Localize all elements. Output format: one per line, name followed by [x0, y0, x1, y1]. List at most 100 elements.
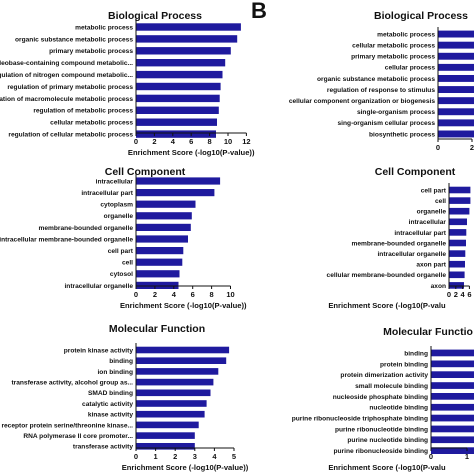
bar — [449, 271, 465, 279]
category-label: purine ribonucleotide binding — [335, 426, 428, 433]
category-label: SMAD binding — [88, 390, 133, 397]
bar — [136, 82, 221, 91]
x-tick-label: 2 — [173, 452, 177, 461]
category-label: cytosol — [110, 271, 133, 278]
category-label: intracellular membrane-bounded organelle — [0, 236, 133, 243]
category-label: regulation of macromolecule metabolic pr… — [0, 96, 133, 103]
category-label: organelle — [417, 209, 447, 216]
bar — [438, 63, 474, 71]
category-label: catalytic activity — [82, 401, 133, 408]
bar — [449, 207, 470, 215]
category-label: regulation of metabolic process — [33, 108, 133, 115]
bar — [431, 393, 474, 400]
bar — [136, 357, 227, 364]
bar — [431, 414, 474, 422]
bar — [136, 443, 195, 450]
category-label: regulation of response to stimulus — [327, 87, 435, 94]
bar — [449, 260, 465, 268]
x-tick-label: 2 — [153, 290, 157, 299]
x-tick-label: 1 — [465, 452, 469, 461]
x-tick-label: 2 — [454, 290, 458, 299]
bar — [438, 97, 474, 105]
category-label: organic substance metabolic process — [317, 76, 435, 83]
bar — [438, 119, 474, 127]
bar — [449, 186, 471, 194]
bar — [136, 223, 191, 231]
chart-title: Cell Component — [105, 166, 186, 178]
category-label: cellular membrane-bounded organelle — [327, 272, 447, 279]
x-tick-label: 10 — [224, 137, 232, 146]
bar — [438, 41, 474, 49]
category-label: cell part — [108, 248, 134, 255]
category-label: sing-organism cellular process — [338, 120, 436, 127]
x-axis-label: Enrichment Score (-log10(P-valu — [328, 301, 446, 310]
category-label: protein kinase activity — [64, 347, 134, 354]
bar — [136, 389, 211, 397]
category-label: biosynthetic process — [369, 131, 435, 138]
x-tick-label: 8 — [210, 290, 214, 299]
bar — [449, 197, 471, 204]
bar — [449, 218, 467, 226]
category-label: nucleobase-containing compound metabolic… — [0, 60, 133, 67]
category-label: membrane-bounded organelle — [351, 240, 446, 247]
bar — [136, 59, 226, 67]
bar — [438, 30, 474, 38]
category-label: purine ribonucleoside binding — [333, 448, 428, 455]
category-label: nucleoside phosphate binding — [333, 394, 428, 401]
bar — [136, 35, 238, 43]
x-axis-label: Enrichment Score (-log10(P-valu — [328, 463, 446, 472]
bar — [136, 200, 196, 208]
bar — [449, 282, 464, 289]
x-tick-label: 6 — [191, 290, 195, 299]
bar — [136, 189, 215, 197]
bar — [136, 346, 230, 354]
bar — [438, 52, 474, 60]
category-label: organelle — [104, 213, 134, 220]
category-label: regulation of nitrogen compound metaboli… — [0, 72, 133, 79]
bar — [136, 177, 221, 185]
chart-title: Molecular Function — [109, 323, 205, 335]
bar — [431, 371, 474, 378]
panel-letter: B — [251, 0, 267, 23]
x-tick-label: 3 — [193, 452, 197, 461]
x-tick-label: 8 — [208, 137, 212, 146]
x-axis-label: Enrichment Score (-log10(P-value)) — [128, 148, 255, 157]
bar — [136, 400, 207, 407]
x-tick-label: 0 — [436, 143, 440, 152]
x-tick-label: 4 — [212, 452, 217, 461]
bar — [438, 130, 474, 138]
category-label: cellular metabolic process — [352, 43, 435, 50]
x-tick-label: 1 — [154, 452, 158, 461]
category-label: organic substance metabolic process — [15, 36, 133, 43]
category-label: binding — [109, 358, 133, 365]
bar — [449, 239, 466, 247]
category-label: transferase activity, alcohol group as..… — [11, 380, 133, 387]
category-label: purine nucleotide binding — [347, 437, 428, 444]
x-tick-label: 4 — [461, 290, 466, 299]
bar — [431, 360, 474, 368]
category-label: cell part — [421, 187, 447, 194]
bar — [136, 432, 195, 439]
x-tick-label: 10 — [226, 290, 234, 299]
category-label: cytoplasm — [100, 202, 133, 209]
chart-title: Cell Component — [375, 166, 456, 178]
category-label: cell — [435, 198, 446, 205]
category-label: receptor protein serine/threonine kinase… — [1, 422, 133, 429]
x-tick-label: 0 — [134, 452, 138, 461]
category-label: intracellular organelle — [64, 283, 133, 290]
category-label: intracellular part — [394, 230, 446, 237]
bar — [136, 94, 220, 103]
bar — [431, 349, 474, 357]
category-label: cellular metabolic process — [50, 120, 133, 127]
x-tick-label: 2 — [152, 137, 156, 146]
x-axis-label: Enrichment Score (-log10(P-value)) — [120, 301, 247, 310]
bar — [136, 212, 192, 220]
category-label: RNA polymerase II core promoter... — [23, 433, 133, 440]
x-tick-label: 12 — [242, 137, 250, 146]
bar — [136, 247, 184, 255]
category-label: protein binding — [380, 361, 428, 368]
category-label: transferase activity — [73, 444, 133, 451]
bar — [431, 447, 474, 454]
category-label: axon part — [416, 262, 446, 269]
category-label: intracellular organelle — [377, 251, 446, 258]
